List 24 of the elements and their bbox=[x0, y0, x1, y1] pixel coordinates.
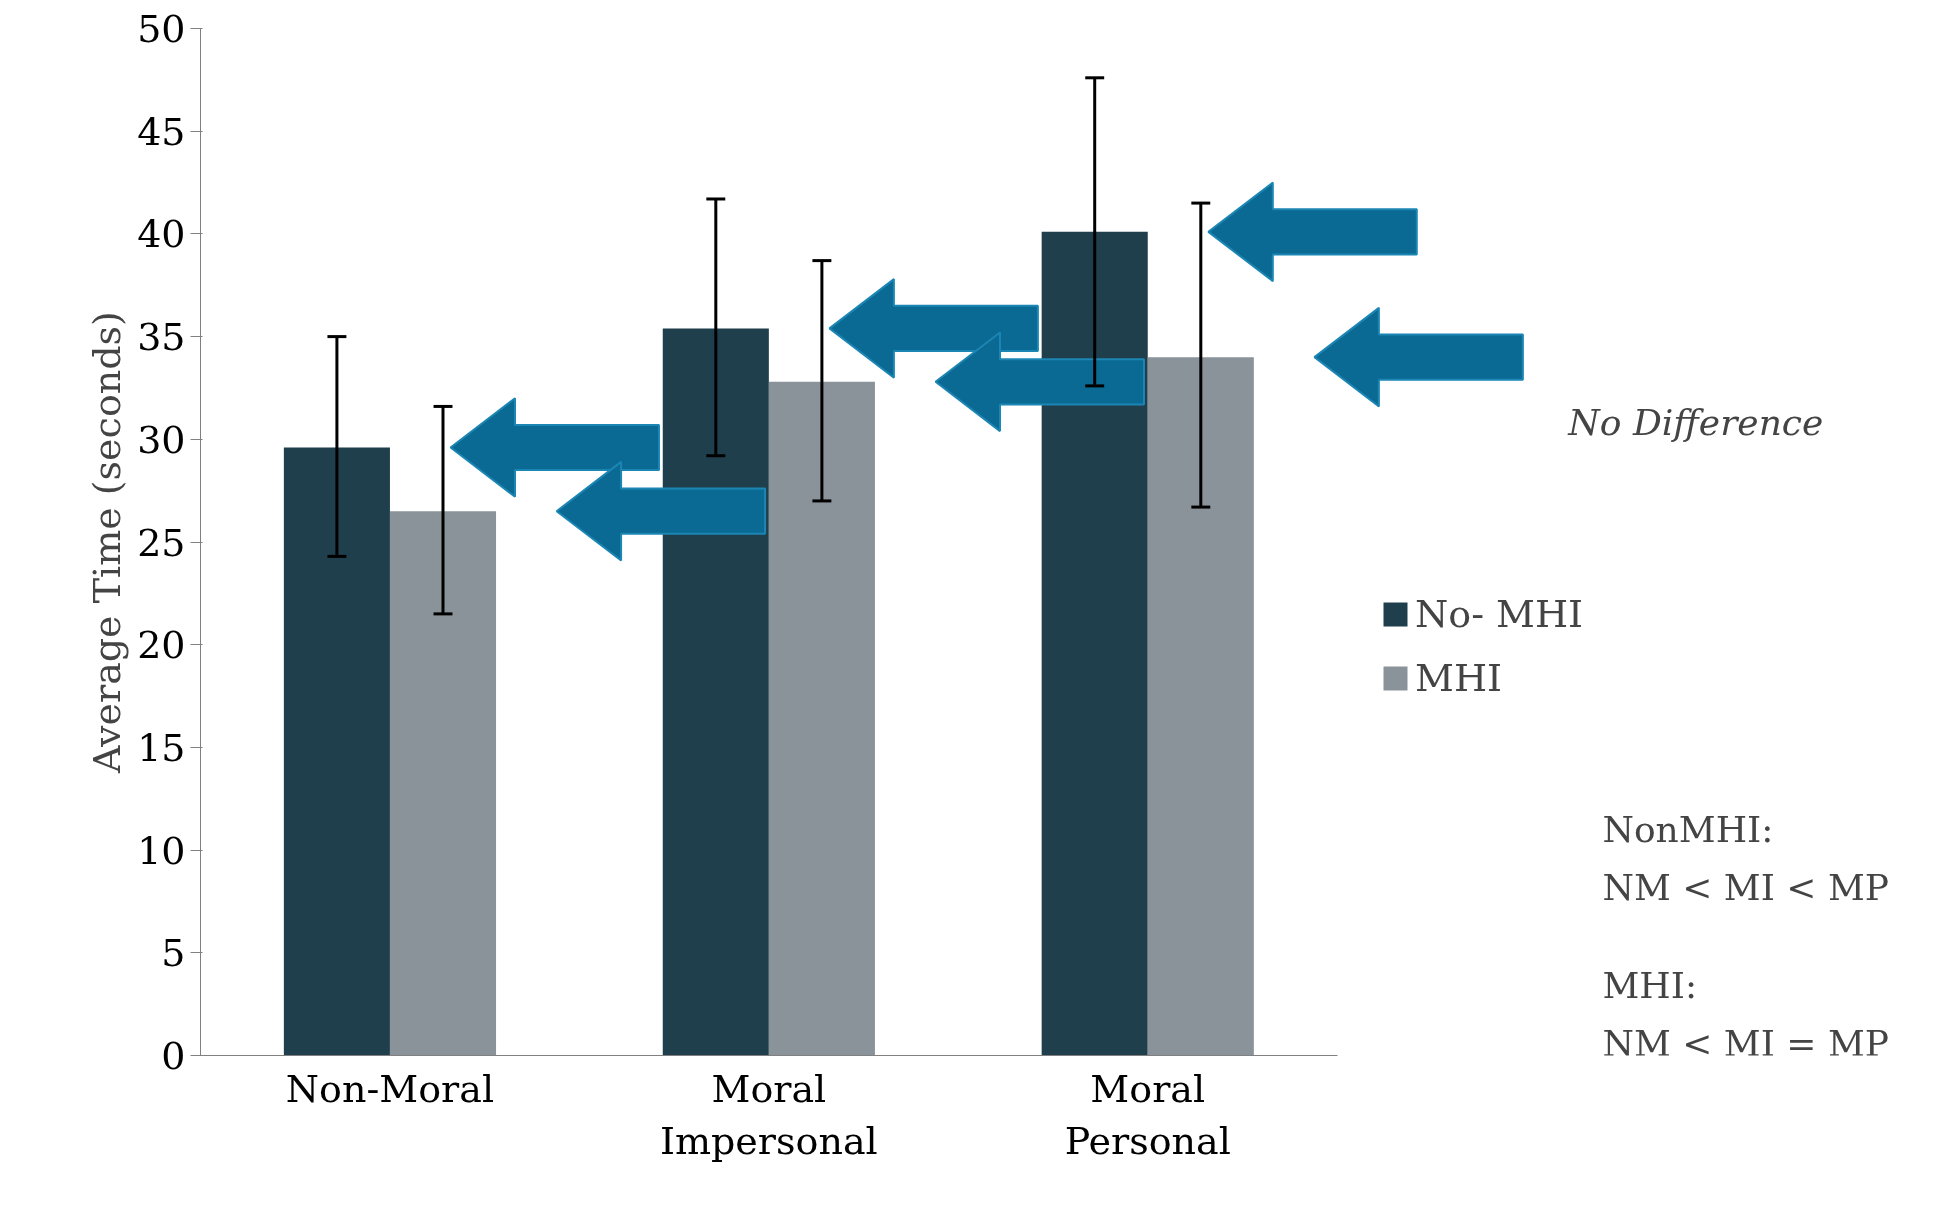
y-tick-label: 20 bbox=[137, 623, 186, 668]
y-tick-label: 45 bbox=[137, 109, 186, 154]
bar bbox=[1147, 357, 1254, 1056]
y-tick-label: 30 bbox=[137, 417, 186, 462]
y-tick-label: 10 bbox=[137, 828, 186, 873]
x-tick-label: Non-Moral bbox=[285, 1066, 495, 1111]
y-tick-label: 25 bbox=[137, 520, 186, 565]
legend-label: No- MHI bbox=[1415, 592, 1584, 636]
y-tick-label: 5 bbox=[161, 931, 186, 976]
y-tick-label: 15 bbox=[137, 725, 186, 770]
text: MHI: NM < MI = MP bbox=[1602, 965, 1890, 1064]
legend-label: MHI bbox=[1415, 656, 1503, 700]
text: No Difference bbox=[1567, 402, 1824, 444]
bar bbox=[768, 381, 875, 1056]
text: NonMHI: NM < MI < MP bbox=[1602, 809, 1890, 908]
bar bbox=[283, 447, 390, 1056]
x-tick-label: Moral Impersonal bbox=[660, 1066, 878, 1164]
y-tick-label: 35 bbox=[137, 315, 186, 360]
y-axis-title: Average Time (seconds) bbox=[85, 311, 130, 774]
bar bbox=[389, 511, 497, 1056]
y-tick-label: 0 bbox=[161, 1034, 186, 1078]
y-tick-label: 40 bbox=[137, 212, 186, 257]
x-tick-label: Moral Personal bbox=[1064, 1066, 1231, 1164]
y-tick-label: 50 bbox=[137, 7, 186, 51]
